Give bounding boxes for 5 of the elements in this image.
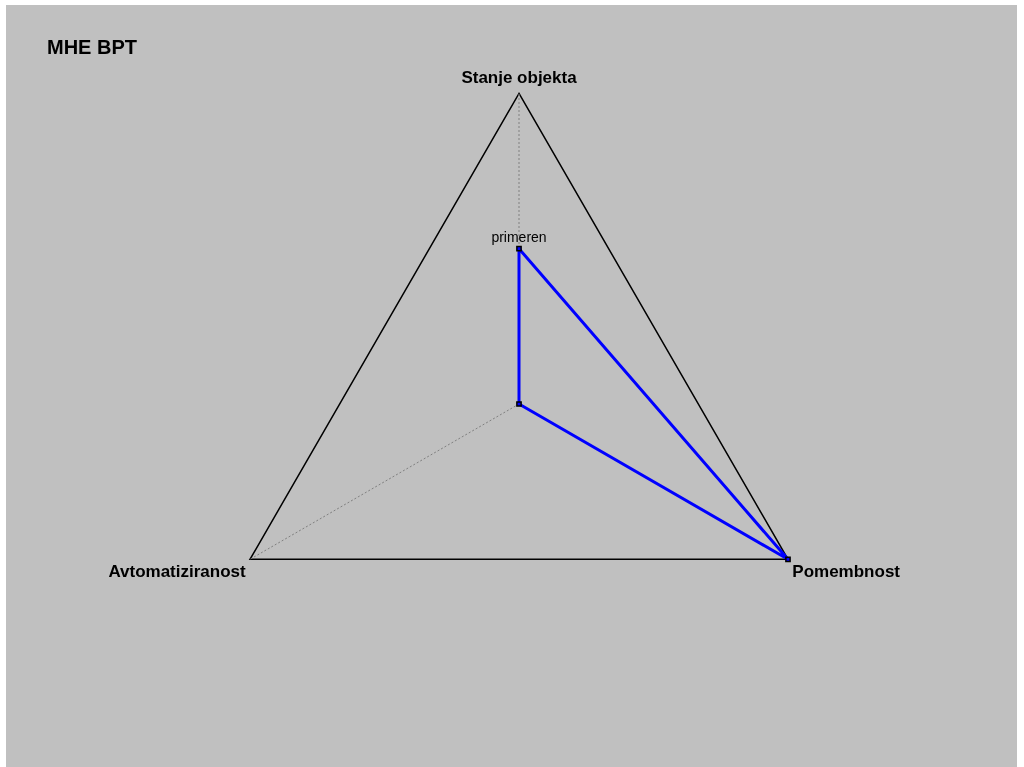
spoke-label: Stanje objekta [461, 67, 578, 87]
chart-title: MHE BPT [47, 35, 137, 58]
text: primeren [491, 228, 547, 245]
spoke-label: Pomembnost [792, 561, 901, 581]
spoke-label: Avtomatiziranost [108, 561, 247, 581]
